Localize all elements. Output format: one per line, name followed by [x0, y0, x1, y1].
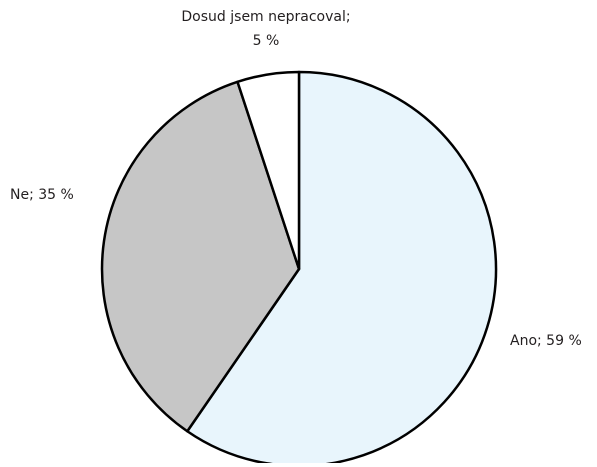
slice-label-dosud-line1: Dosud jsem nepracoval; [181, 9, 350, 25]
slice-label-ne: Ne; 35 % [10, 187, 74, 203]
pie-slices [102, 72, 496, 463]
slice-label-ano: Ano; 59 % [510, 333, 582, 349]
slice-label-dosud-line2: 5 % [253, 33, 280, 49]
